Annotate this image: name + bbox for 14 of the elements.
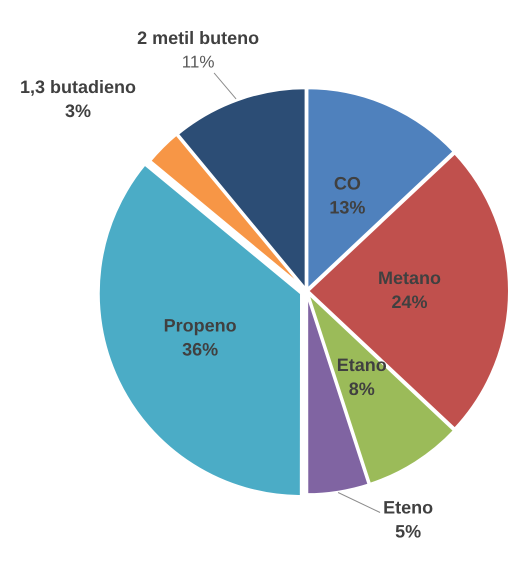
slice-label: 2 metil buteno (137, 28, 260, 48)
data-label: 3% (64, 100, 92, 121)
data-label: 8% (348, 378, 375, 399)
slice-label: Etano (336, 354, 387, 375)
data-label: 11% (182, 52, 214, 72)
data-label: 24% (391, 292, 428, 312)
slice-label: Metano (378, 268, 442, 288)
data-label: 13% (329, 197, 366, 218)
data-label: 36% (182, 340, 218, 360)
slice-label: CO (334, 173, 361, 194)
slice-label: 1,3 butadieno (20, 76, 136, 97)
slice-label: Eteno (383, 497, 434, 518)
slice-label: Propeno (164, 316, 237, 336)
data-label: 5% (395, 521, 422, 542)
